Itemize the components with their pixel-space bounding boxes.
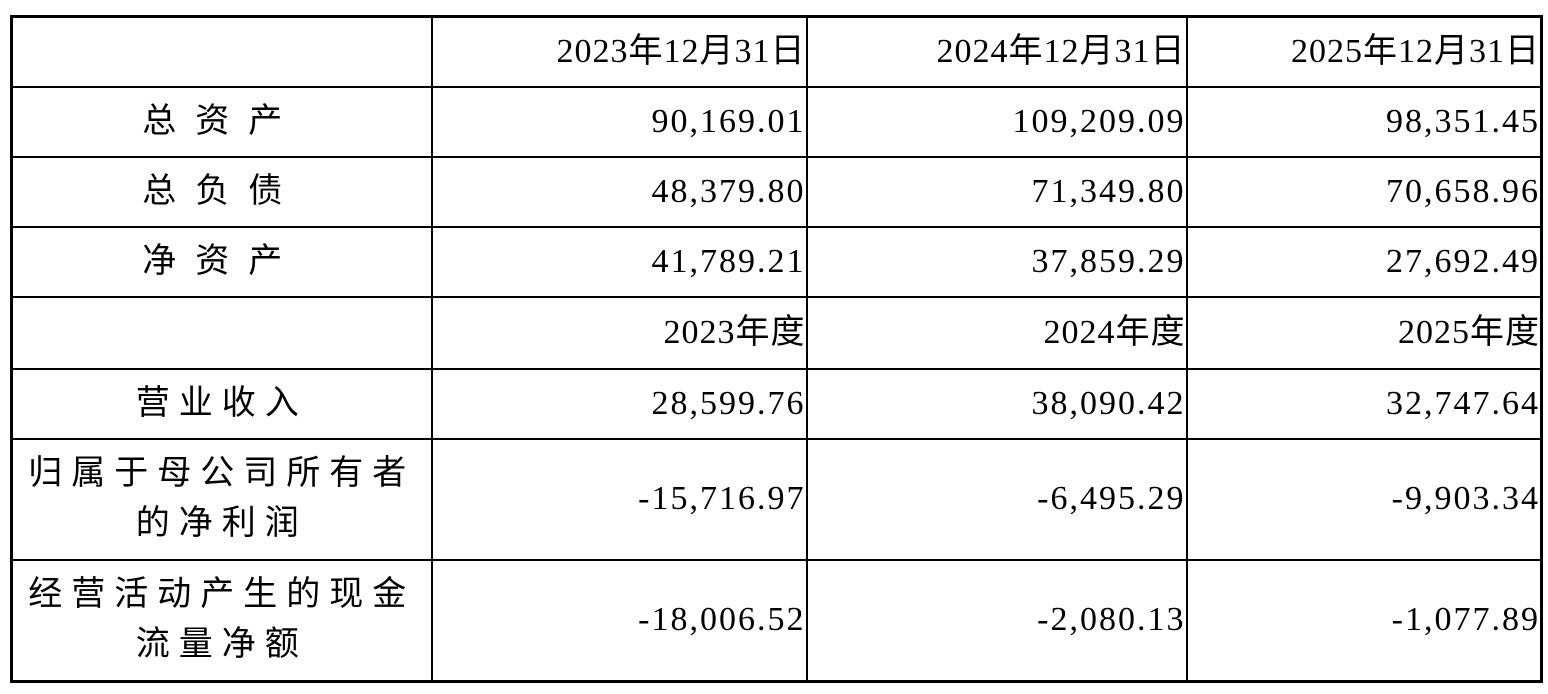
value-cash-flow-2023: -18,006.52 (430, 558, 808, 683)
table-row-total-liabilities: 总负债 48,379.80 71,349.80 70,658.96 (10, 155, 1543, 228)
value-total-liabilities-2025: 70,658.96 (1185, 155, 1543, 228)
value-net-profit-2024: -6,495.29 (805, 437, 1188, 561)
table-row-net-assets: 净资产 41,789.21 37,859.29 27,692.49 (10, 225, 1543, 298)
value-cash-flow-2024: -2,080.13 (805, 558, 1188, 683)
column-header-2024-12-31: 2024年12月31日 (805, 15, 1188, 88)
value-net-assets-2023: 41,789.21 (430, 225, 808, 298)
value-total-assets-2025: 98,351.45 (1185, 85, 1543, 158)
table-row-operating-revenue: 营业收入 28,599.76 38,090.42 32,747.64 (10, 367, 1543, 440)
row-label-operating-revenue: 营业收入 (10, 367, 433, 440)
table-row-operating-cash-flow: 经营活动产生的现金流量净额 -18,006.52 -2,080.13 -1,07… (10, 558, 1543, 683)
value-operating-revenue-2024: 38,090.42 (805, 367, 1188, 440)
row-label-net-assets: 净资产 (10, 225, 433, 298)
empty-cell (10, 295, 433, 370)
row-label-text: 经营活动产生的现金流量净额 (28, 576, 416, 664)
table-row-net-profit-parent: 归属于母公司所有者的净利润 -15,716.97 -6,495.29 -9,90… (10, 437, 1543, 561)
value-total-assets-2023: 90,169.01 (430, 85, 808, 158)
column-header-2023-fy: 2023年度 (430, 295, 808, 370)
column-header-2025-fy: 2025年度 (1185, 295, 1543, 370)
value-cash-flow-2025: -1,077.89 (1185, 558, 1543, 683)
empty-corner-cell (10, 15, 433, 88)
column-header-2023-12-31: 2023年12月31日 (430, 15, 808, 88)
value-net-profit-2025: -9,903.34 (1185, 437, 1543, 561)
value-total-assets-2024: 109,209.09 (805, 85, 1188, 158)
value-net-assets-2025: 27,692.49 (1185, 225, 1543, 298)
column-header-2024-fy: 2024年度 (805, 295, 1188, 370)
row-label-text: 归属于母公司所有者的净利润 (28, 455, 416, 542)
financial-summary-table: 2023年12月31日 2024年12月31日 2025年12月31日 总资产 … (10, 15, 1543, 683)
column-header-2025-12-31: 2025年12月31日 (1185, 15, 1543, 88)
value-operating-revenue-2025: 32,747.64 (1185, 367, 1543, 440)
row-label-total-liabilities: 总负债 (10, 155, 433, 228)
value-operating-revenue-2023: 28,599.76 (430, 367, 808, 440)
value-net-assets-2024: 37,859.29 (805, 225, 1188, 298)
value-net-profit-2023: -15,716.97 (430, 437, 808, 561)
row-label-net-profit-parent: 归属于母公司所有者的净利润 (10, 437, 433, 561)
value-total-liabilities-2024: 71,349.80 (805, 155, 1188, 228)
row-label-operating-cash-flow: 经营活动产生的现金流量净额 (10, 558, 433, 683)
balance-header-row: 2023年12月31日 2024年12月31日 2025年12月31日 (10, 15, 1543, 88)
fiscal-year-header-row: 2023年度 2024年度 2025年度 (10, 295, 1543, 370)
row-label-total-assets: 总资产 (10, 85, 433, 158)
table-row-total-assets: 总资产 90,169.01 109,209.09 98,351.45 (10, 85, 1543, 158)
value-total-liabilities-2023: 48,379.80 (430, 155, 808, 228)
